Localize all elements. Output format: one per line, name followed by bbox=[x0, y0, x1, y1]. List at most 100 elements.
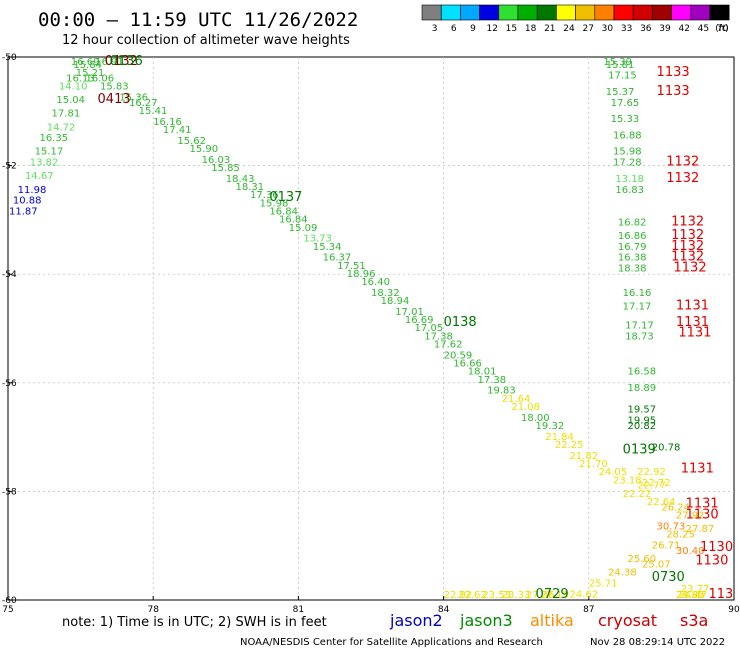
pass-time-label: 113 bbox=[709, 587, 734, 602]
colorbar-swatch bbox=[671, 4, 692, 21]
pass-time-label: 1132 bbox=[666, 171, 699, 186]
wave-height-label: 11.87 bbox=[9, 206, 38, 217]
wave-height-label: 14.67 bbox=[25, 171, 54, 182]
wave-height-label: 21.82 bbox=[569, 451, 598, 462]
wave-height-label: 16.86 bbox=[618, 231, 647, 242]
wave-height-label: 18.73 bbox=[625, 331, 654, 342]
pass-time-label: 0138 bbox=[444, 315, 477, 330]
wave-height-label: 16.27 bbox=[129, 98, 158, 109]
pass-time-label: 0136 bbox=[110, 54, 143, 69]
wave-height-label: 23.77 bbox=[681, 584, 710, 595]
units-note: note: 1) Time is in UTC; 2) SWH is in fe… bbox=[62, 615, 327, 630]
colorbar-label: 45 bbox=[698, 24, 709, 34]
wave-height-label: 19.83 bbox=[487, 386, 516, 397]
x-tick-labels: 75 78 81 84 87 90 bbox=[2, 596, 740, 615]
wave-height-label: 15.83 bbox=[100, 82, 129, 93]
colorbar-swatch bbox=[690, 4, 711, 21]
colorbar-unit: (ft) bbox=[715, 24, 729, 34]
chart-subtitle: 12 hour collection of altimeter wave hei… bbox=[62, 33, 350, 48]
colorbar-label: 21 bbox=[544, 24, 555, 34]
wave-height-label: 20.78 bbox=[652, 443, 681, 454]
wave-height-label: 22.64 bbox=[647, 497, 676, 508]
wave-height-label: 15.98 bbox=[613, 147, 642, 158]
chart-title: 00:00 – 11:59 UTC 11/26/2022 bbox=[38, 9, 358, 31]
wave-height-label: 16.88 bbox=[613, 130, 642, 141]
colorbar-swatch bbox=[421, 4, 442, 21]
wave-height-label: 24.38 bbox=[608, 568, 637, 579]
pass-time-label: 1132 bbox=[671, 250, 704, 265]
pass-time-label: 1132 bbox=[671, 228, 704, 243]
pass-time-label: 1131 bbox=[678, 326, 711, 341]
wave-height-label: 16.83 bbox=[615, 185, 644, 196]
wave-height-label: 15.41 bbox=[139, 106, 168, 117]
wave-height-label: 26.24 bbox=[661, 502, 690, 513]
pass-time-label: 1131 bbox=[686, 497, 719, 512]
wave-height-label: 22.72 bbox=[642, 478, 671, 489]
pass-time-labels: 0132013604130137013801390730072911331133… bbox=[98, 54, 734, 602]
y-tick-label: -58 bbox=[2, 487, 17, 497]
wave-height-label: 30.40 bbox=[676, 546, 705, 557]
wave-height-label: 15.37 bbox=[606, 87, 635, 98]
grid-lines bbox=[8, 57, 734, 600]
pass-time-label: 1132 bbox=[674, 260, 707, 275]
colorbar-swatch bbox=[709, 4, 730, 21]
wave-height-label: 27.87 bbox=[686, 524, 715, 535]
colorbar-swatch bbox=[556, 4, 576, 21]
wave-height-label: 24.05 bbox=[598, 467, 627, 478]
wave-height-label: 25.60 bbox=[628, 554, 657, 565]
colorbar-label: 15 bbox=[506, 24, 517, 34]
wave-height-label: 17.01 bbox=[395, 307, 424, 318]
wave-height-label: 16.58 bbox=[628, 367, 657, 378]
satellite-legend: jason2 jason3 altika cryosat s3a bbox=[389, 611, 708, 630]
wave-height-label: 23.33 bbox=[502, 590, 531, 601]
plot-frame bbox=[7, 56, 735, 601]
wave-height-label: 17.65 bbox=[611, 98, 640, 109]
colorbar-swatch bbox=[460, 4, 480, 21]
pass-time-label: 1132 bbox=[671, 239, 704, 254]
wave-height-label: 18.01 bbox=[468, 367, 497, 378]
satellite-s3a: s3a bbox=[680, 611, 708, 630]
y-tick-labels: -50 -52 -54 -56 -58 -60 bbox=[2, 53, 17, 606]
wave-height-label: 27.19 bbox=[540, 590, 569, 601]
wave-height-label: 18.96 bbox=[347, 269, 376, 280]
colorbar-label: 3 bbox=[432, 24, 438, 34]
wave-height-label: 16.13 bbox=[66, 73, 95, 84]
colorbar-label: 12 bbox=[486, 24, 497, 34]
x-tick-label: 87 bbox=[583, 605, 594, 615]
colorbar-swatch bbox=[536, 4, 557, 21]
colorbar-label: 6 bbox=[451, 24, 457, 34]
colorbar-label: 30 bbox=[602, 24, 614, 34]
wave-height-label: 19.95 bbox=[628, 416, 657, 427]
wave-height-label: 15.21 bbox=[76, 68, 105, 79]
pass-time-label: 1130 bbox=[700, 540, 733, 555]
wave-height-label: 16.16 bbox=[153, 117, 182, 128]
wave-height-label: 21.64 bbox=[502, 394, 531, 405]
wave-height-label: 16.84 bbox=[269, 206, 298, 217]
pass-time-label: 0413 bbox=[98, 92, 131, 107]
wave-height-label: 15.39 bbox=[603, 57, 632, 68]
wave-height-label: 17.38 bbox=[477, 375, 506, 386]
wave-height-label: 22.92 bbox=[444, 590, 473, 601]
wave-height-label: 16.03 bbox=[202, 155, 231, 166]
satellite-jason3: jason3 bbox=[459, 611, 513, 630]
colorbar-swatch bbox=[498, 4, 519, 21]
colorbar-label: 70 bbox=[717, 24, 729, 34]
wave-height-label: 17.51 bbox=[337, 261, 366, 272]
colorbar-label: 27 bbox=[582, 24, 593, 34]
wave-height-label: 21.84 bbox=[545, 432, 574, 443]
wave-height-label: 22.77 bbox=[637, 481, 666, 492]
wave-height-label: 17.81 bbox=[52, 109, 81, 120]
wave-height-label: 27.36 bbox=[526, 590, 555, 601]
y-tick-label: -56 bbox=[2, 379, 17, 389]
wave-height-label: 18.32 bbox=[371, 288, 400, 299]
pass-time-label: 1130 bbox=[686, 508, 719, 523]
x-tick-label: 75 bbox=[2, 605, 13, 615]
wave-height-label: 17.15 bbox=[608, 71, 637, 82]
colorbar-label: 42 bbox=[678, 24, 689, 34]
wave-height-label: 17.36 bbox=[250, 190, 279, 201]
x-tick-label: 90 bbox=[728, 605, 740, 615]
pass-time-label: 0137 bbox=[269, 190, 302, 205]
pass-time-label: 1131 bbox=[676, 315, 709, 330]
wave-height-label: 16.38 bbox=[618, 253, 647, 264]
x-tick-label: 78 bbox=[147, 605, 159, 615]
